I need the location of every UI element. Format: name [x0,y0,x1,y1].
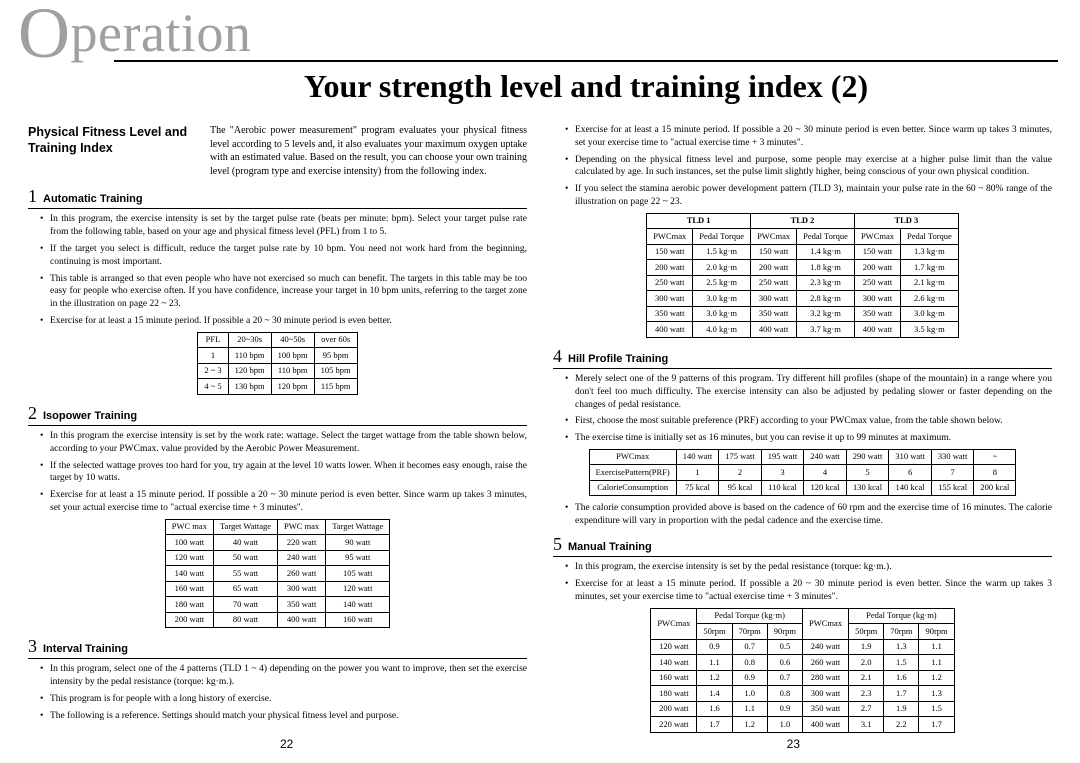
section-1-bullets: In this program, the exercise intensity … [28,213,527,328]
list-item: This table is arranged so that even peop… [50,273,527,311]
section-5-bullets: In this program, the exercise intensity … [553,561,1052,603]
list-item: The exercise time is initially set as 16… [575,432,1052,445]
list-item: Exercise for at least a 15 minute period… [50,489,527,515]
section-title: Isopower Training [43,409,137,424]
drop-cap: O [18,0,71,73]
list-item: If the selected wattage proves too hard … [50,460,527,486]
list-item: In this program, the exercise intensity … [575,561,1052,574]
section-4-bullets: Merely select one of the 9 patterns of t… [553,373,1052,445]
list-item: First, choose the most suitable preferen… [575,415,1052,428]
hill-table: PWCmax140 watt175 watt195 watt240 watt29… [589,449,1017,496]
page-number-left: 22 [280,737,293,751]
section-label: Operation [18,2,251,64]
tld-table: TLD 1TLD 2TLD 3PWCmaxPedal TorquePWCmaxP… [646,213,959,338]
list-item: Exercise for at least a 15 minute period… [575,124,1052,150]
manual-table: PWCmaxPedal Torque (kg·m)PWCmaxPedal Tor… [650,608,954,733]
section-num: 3 [28,634,37,658]
list-item: Depending on the physical fitness level … [575,154,1052,180]
pfl-table: PFL20~30s40~50sover 60s1110 bpm100 bpm95… [197,332,357,395]
page-title: Your strength level and training index (… [114,60,1058,105]
section-num: 1 [28,184,37,208]
section-3-bullets: In this program, select one of the 4 pat… [28,663,527,722]
list-item: Exercise for at least a 15 minute period… [50,315,527,328]
section-3-head: 3 Interval Training [28,634,527,659]
list-item: The calorie consumption provided above i… [575,502,1052,528]
section-num: 4 [553,344,562,368]
right-column: Exercise for at least a 15 minute period… [553,124,1052,727]
list-item: Exercise for at least a 15 minute period… [575,578,1052,604]
section-1-head: 1 Automatic Training [28,184,527,209]
list-item: In this program the exercise intensity i… [50,430,527,456]
section-2-head: 2 Isopower Training [28,401,527,426]
section-num: 2 [28,401,37,425]
section-3-bullets-cont: Exercise for at least a 15 minute period… [553,124,1052,209]
section-title: Manual Training [568,540,652,555]
section-title: Automatic Training [43,192,143,207]
page-numbers: 22 23 [0,737,1080,751]
section-label-rest: peration [71,3,252,63]
left-column: Physical Fitness Level and Training Inde… [28,124,527,727]
list-item: In this program, select one of the 4 pat… [50,663,527,689]
list-item: In this program, the exercise intensity … [50,213,527,239]
page-number-right: 23 [787,737,800,751]
isopower-table: PWC maxTarget WattagePWC maxTarget Watta… [165,519,390,628]
section-title: Interval Training [43,642,128,657]
section-4-bullets-note: The calorie consumption provided above i… [553,502,1052,528]
list-item: The following is a reference. Settings s… [50,710,527,723]
list-item: Merely select one of the 9 patterns of t… [575,373,1052,411]
lead-text: The "Aerobic power measurement" program … [210,124,527,178]
list-item: If you select the stamina aerobic power … [575,183,1052,209]
section-2-bullets: In this program the exercise intensity i… [28,430,527,515]
section-5-head: 5 Manual Training [553,532,1052,557]
lead-label: Physical Fitness Level and Training Inde… [28,124,198,178]
list-item: If the target you select is difficult, r… [50,243,527,269]
section-num: 5 [553,532,562,556]
section-title: Hill Profile Training [568,352,668,367]
list-item: This program is for people with a long h… [50,693,527,706]
section-4-head: 4 Hill Profile Training [553,344,1052,369]
